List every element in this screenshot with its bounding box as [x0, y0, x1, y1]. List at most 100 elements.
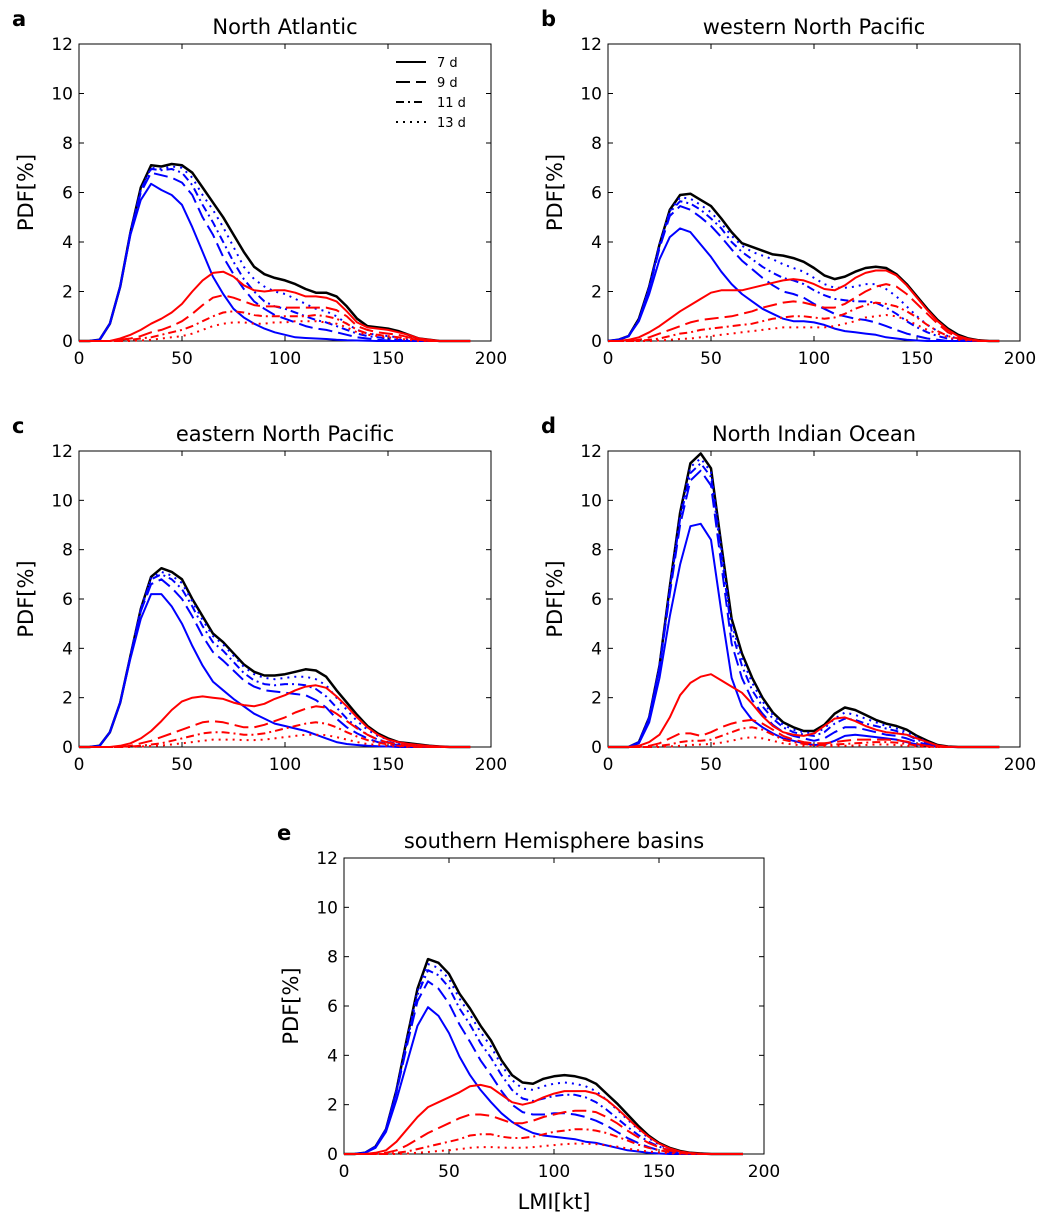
- x-tick-label: 200: [1004, 755, 1036, 775]
- x-tick-label: 100: [538, 1162, 570, 1182]
- x-tick-label: 0: [603, 349, 614, 369]
- series-line-red-dotted: [608, 736, 1000, 748]
- y-tick-label: 2: [62, 283, 73, 303]
- x-tick-label: 50: [438, 1162, 460, 1182]
- y-tick-label: 12: [51, 442, 73, 462]
- y-tick-label: 12: [580, 35, 602, 55]
- series-line-red-longdash: [344, 1109, 743, 1155]
- x-tick-label: 200: [1004, 349, 1036, 369]
- y-tick-label: 2: [591, 283, 602, 303]
- series-line-black-solid: [607, 192, 1000, 343]
- series-line-blue-longdash: [79, 578, 471, 748]
- y-axis-label: PDF[%]: [543, 560, 567, 637]
- series-line-blue-solid: [608, 522, 1000, 748]
- y-tick-label: 6: [327, 997, 338, 1017]
- panel-title: eastern North Pacific: [176, 422, 394, 446]
- y-tick-label: 0: [327, 1145, 338, 1165]
- y-tick-label: 2: [62, 689, 73, 709]
- series-line-black-solid: [608, 452, 1000, 749]
- x-tick-label: 0: [74, 755, 85, 775]
- series-line-blue-dotted: [607, 196, 1000, 342]
- x-tick-label: 50: [171, 349, 193, 369]
- series-line-blue-solid: [607, 227, 1000, 342]
- series-line-blue-longdash: [608, 469, 1000, 748]
- plot-frame: [607, 450, 1021, 748]
- y-axis-label: PDF[%]: [279, 967, 303, 1044]
- x-tick-label: 150: [901, 349, 933, 369]
- y-tick-label: 6: [62, 184, 73, 204]
- y-tick-label: 12: [580, 442, 602, 462]
- series-line-red-dotted: [79, 733, 471, 748]
- plot-frame: [607, 43, 1021, 342]
- y-tick-label: 6: [591, 184, 602, 204]
- series-line-red-solid: [79, 270, 471, 342]
- y-tick-label: 10: [316, 898, 338, 918]
- series-line-red-solid: [608, 269, 1000, 342]
- panel-title: North Atlantic: [212, 15, 357, 39]
- y-tick-label: 8: [62, 134, 73, 154]
- y-tick-label: 0: [591, 332, 602, 352]
- y-tick-label: 4: [62, 233, 73, 253]
- legend: 7 d 9 d 11 d 13 d: [396, 56, 466, 131]
- plot-frame: [343, 857, 765, 1155]
- y-tick-label: 4: [62, 639, 73, 659]
- x-tick-label: 0: [339, 1162, 350, 1182]
- series-line-blue-solid: [79, 182, 471, 342]
- y-tick-label: 8: [62, 541, 73, 561]
- panel-a: 0 2 4 6 8 10 12 0 50 100 150 200 North Atlantic a PDF[…: [12, 7, 507, 369]
- y-tick-label: 4: [591, 233, 602, 253]
- y-axis-label: PDF[%]: [14, 154, 38, 231]
- y-tick-label: 8: [591, 134, 602, 154]
- series-line-red-dashdot: [79, 310, 471, 342]
- y-tick-label: 6: [62, 590, 73, 610]
- panel-letter: b: [541, 7, 556, 31]
- panel-letter: d: [541, 414, 556, 438]
- x-tick-label: 50: [700, 755, 722, 775]
- y-tick-label: 0: [62, 332, 73, 352]
- x-tick-label: 0: [74, 349, 85, 369]
- series-line-red-dashdot: [344, 1128, 743, 1155]
- series-line-red-dotted: [608, 314, 1000, 342]
- series-line-blue-dashdot: [607, 200, 1000, 342]
- panel-letter: c: [12, 414, 24, 438]
- x-axis-label: LMI[kt]: [518, 1190, 591, 1214]
- panel-e: 0 2 4 6 8 10 12 0 50 100 150 200 southern Hemisphere…: [277, 821, 780, 1214]
- x-tick-label: 50: [171, 755, 193, 775]
- legend-label: 9 d: [437, 76, 458, 91]
- y-tick-label: 12: [51, 35, 73, 55]
- y-tick-label: 10: [51, 85, 73, 105]
- panel-d: 0 2 4 6 8 10 12 0 50 100 150 200 North Indian Ocean d…: [541, 414, 1036, 775]
- series-line-red-longdash: [608, 283, 1000, 342]
- legend-label: 13 d: [437, 116, 466, 131]
- panel-c: 0 2 4 6 8 10 12 0 50 100 150 200 eastern North Pacif…: [12, 414, 507, 775]
- panel-b: 0 2 4 6 8 10 12 0 50 100 150 200 western North Pacif…: [541, 7, 1036, 369]
- series-line-red-longdash: [79, 705, 471, 748]
- series-line-blue-solid: [344, 1006, 743, 1155]
- y-tick-label: 6: [591, 590, 602, 610]
- plot-frame: [78, 450, 492, 748]
- y-tick-label: 2: [327, 1096, 338, 1116]
- series-line-red-solid: [608, 673, 1000, 748]
- x-tick-label: 100: [269, 755, 301, 775]
- x-tick-label: 150: [643, 1162, 675, 1182]
- x-tick-label: 150: [372, 755, 404, 775]
- panel-letter: e: [277, 821, 291, 845]
- x-tick-label: 100: [269, 349, 301, 369]
- series-line-red-longdash: [79, 294, 471, 342]
- series-line-blue-dashdot: [344, 969, 743, 1155]
- series-line-blue-longdash: [79, 171, 471, 342]
- y-tick-label: 4: [591, 639, 602, 659]
- series-line-blue-solid: [79, 593, 471, 748]
- y-tick-label: 10: [580, 491, 602, 511]
- y-tick-label: 8: [327, 948, 338, 968]
- series-line-blue-dotted: [79, 570, 471, 748]
- x-tick-label: 200: [475, 755, 507, 775]
- x-tick-label: 50: [700, 349, 722, 369]
- x-tick-label: 0: [603, 755, 614, 775]
- series-line-blue-longdash: [607, 205, 1000, 342]
- x-tick-label: 100: [798, 349, 830, 369]
- x-tick-label: 200: [475, 349, 507, 369]
- panel-title: North Indian Ocean: [712, 422, 916, 446]
- x-tick-label: 200: [748, 1162, 780, 1182]
